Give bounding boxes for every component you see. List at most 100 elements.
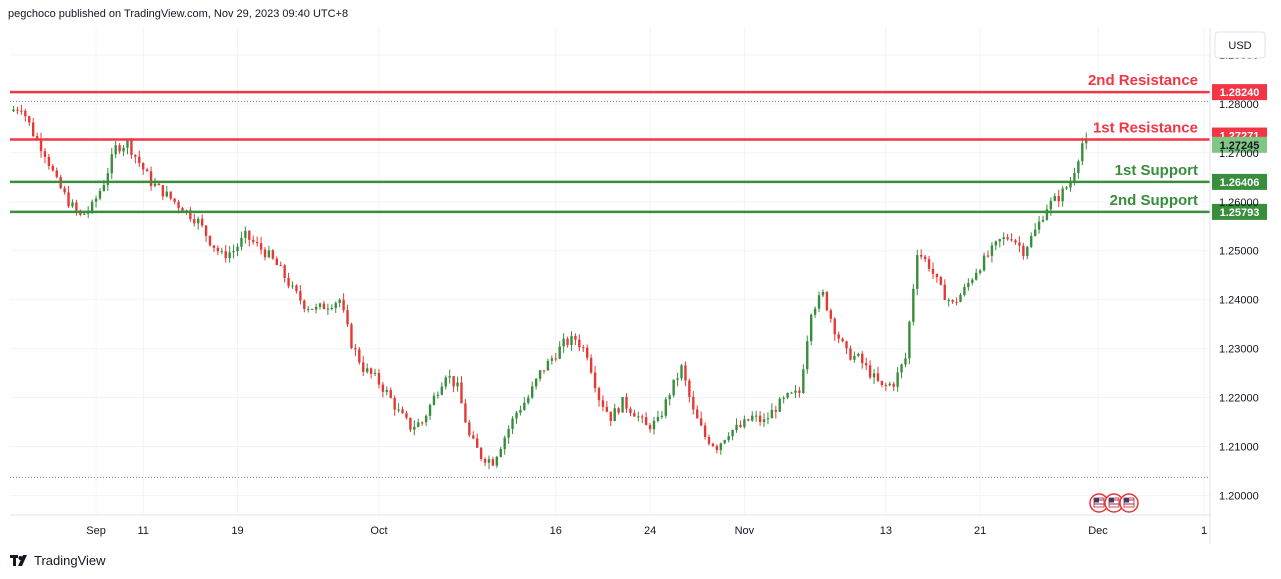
- candle-body: [267, 250, 271, 258]
- candle-body: [472, 435, 475, 439]
- candle-body: [20, 110, 23, 112]
- candle-body: [369, 368, 373, 374]
- candle-body: [1026, 246, 1029, 256]
- candle-body: [299, 291, 302, 301]
- candle-body: [790, 392, 793, 394]
- time-tick-label: Oct: [370, 525, 387, 537]
- candle-body: [248, 230, 251, 240]
- candle-body: [845, 341, 848, 349]
- candle-body: [291, 285, 294, 287]
- candle-body: [648, 425, 652, 430]
- candle-body: [303, 300, 306, 310]
- candle-body: [362, 362, 365, 372]
- event-markers[interactable]: [1089, 493, 1139, 513]
- candle-body: [420, 422, 424, 424]
- candle-body: [880, 380, 884, 386]
- candle-body: [16, 109, 19, 111]
- candle-body: [978, 270, 982, 273]
- candle-body: [727, 436, 730, 441]
- level-label: 1st Resistance: [1093, 120, 1198, 137]
- candle-body: [393, 397, 396, 410]
- candle-body: [1002, 237, 1005, 240]
- candle-body: [342, 299, 345, 311]
- candle-body: [523, 402, 526, 410]
- candle-body: [322, 303, 326, 310]
- tradingview-brand[interactable]: TradingView: [34, 553, 106, 568]
- price-tick-label: 1.20000: [1219, 490, 1259, 502]
- candle-body: [994, 241, 998, 246]
- candle-body: [47, 156, 51, 166]
- time-axis[interactable]: Sep 11 19 Oct 16 24 Nov 13 21 Dec 1: [86, 525, 1207, 537]
- candle-body: [853, 355, 856, 360]
- candle-body: [173, 198, 176, 202]
- candle-body: [550, 358, 554, 361]
- candle-body: [51, 165, 55, 171]
- candle-body: [409, 417, 412, 430]
- candle-body: [220, 251, 223, 253]
- candle-body: [39, 139, 43, 152]
- price-axis[interactable]: 1.290001.280001.270001.260001.250001.240…: [1219, 50, 1259, 503]
- candle-body: [715, 445, 719, 451]
- candle-body: [255, 241, 259, 244]
- candle-body: [758, 415, 762, 422]
- candle-body: [90, 201, 94, 211]
- candle-body: [868, 365, 872, 378]
- candle-body: [1069, 182, 1072, 188]
- candle-body: [919, 255, 923, 257]
- candle-body: [672, 379, 675, 396]
- candle-body: [861, 353, 864, 364]
- candle-body: [1073, 173, 1076, 183]
- candle-body: [102, 185, 106, 191]
- candle-body: [762, 419, 766, 422]
- candle-body: [542, 370, 546, 372]
- candle-body: [821, 291, 825, 296]
- candle-body: [664, 399, 667, 416]
- candle-body: [259, 243, 263, 250]
- currency-selector[interactable]: USD: [1214, 31, 1266, 59]
- candle-body: [931, 268, 935, 274]
- footer: TradingView: [10, 553, 106, 568]
- candle-body: [625, 397, 628, 409]
- candle-body: [1081, 143, 1084, 162]
- candle-body: [825, 291, 829, 311]
- candle-body: [1057, 196, 1060, 202]
- candle-body: [656, 416, 660, 421]
- candle-body: [660, 415, 664, 417]
- candle-body: [138, 156, 141, 164]
- us-flag-event-icon[interactable]: [1089, 493, 1109, 513]
- candle-body: [939, 277, 943, 285]
- level-label: 2nd Support: [1110, 192, 1198, 209]
- candle-body: [841, 338, 844, 342]
- candle-body: [747, 419, 750, 421]
- candle-body: [833, 318, 836, 335]
- publish-attribution: pegchoco published on TradingView.com, N…: [8, 8, 349, 20]
- candle-body: [381, 384, 385, 392]
- candle-body: [503, 437, 506, 450]
- candle-body: [55, 170, 58, 177]
- tradingview-logo-icon[interactable]: [10, 554, 30, 568]
- candle-body: [1010, 239, 1013, 241]
- candle-body: [578, 339, 581, 348]
- candle-body: [743, 419, 746, 427]
- candle-body: [927, 259, 931, 269]
- us-flag-event-icon[interactable]: [1119, 493, 1139, 513]
- candle-body: [1049, 200, 1053, 210]
- candle-body: [813, 308, 817, 315]
- price-tag-support-box: [1212, 203, 1267, 220]
- candle-body: [680, 365, 683, 379]
- candle-body: [491, 459, 495, 466]
- time-tick-label: 24: [644, 525, 656, 537]
- candle-body: [106, 173, 110, 186]
- candle-body: [240, 237, 243, 247]
- price-tick-label: 1.21000: [1219, 441, 1259, 453]
- candle-body: [122, 147, 125, 152]
- candle-body: [63, 188, 66, 193]
- chart-area[interactable]: 2nd Resistance 1st Resistance 1st Support 2…: [10, 28, 1269, 544]
- price-tick-label: 1.24000: [1219, 295, 1259, 307]
- candle-body: [487, 459, 491, 463]
- us-flag-event-icon[interactable]: [1104, 493, 1124, 513]
- candlestick-chart[interactable]: 2nd Resistance 1st Resistance 1st Support 2…: [10, 28, 1269, 544]
- candle-body: [346, 310, 349, 325]
- candle-body: [892, 383, 895, 387]
- candle-body: [483, 459, 487, 463]
